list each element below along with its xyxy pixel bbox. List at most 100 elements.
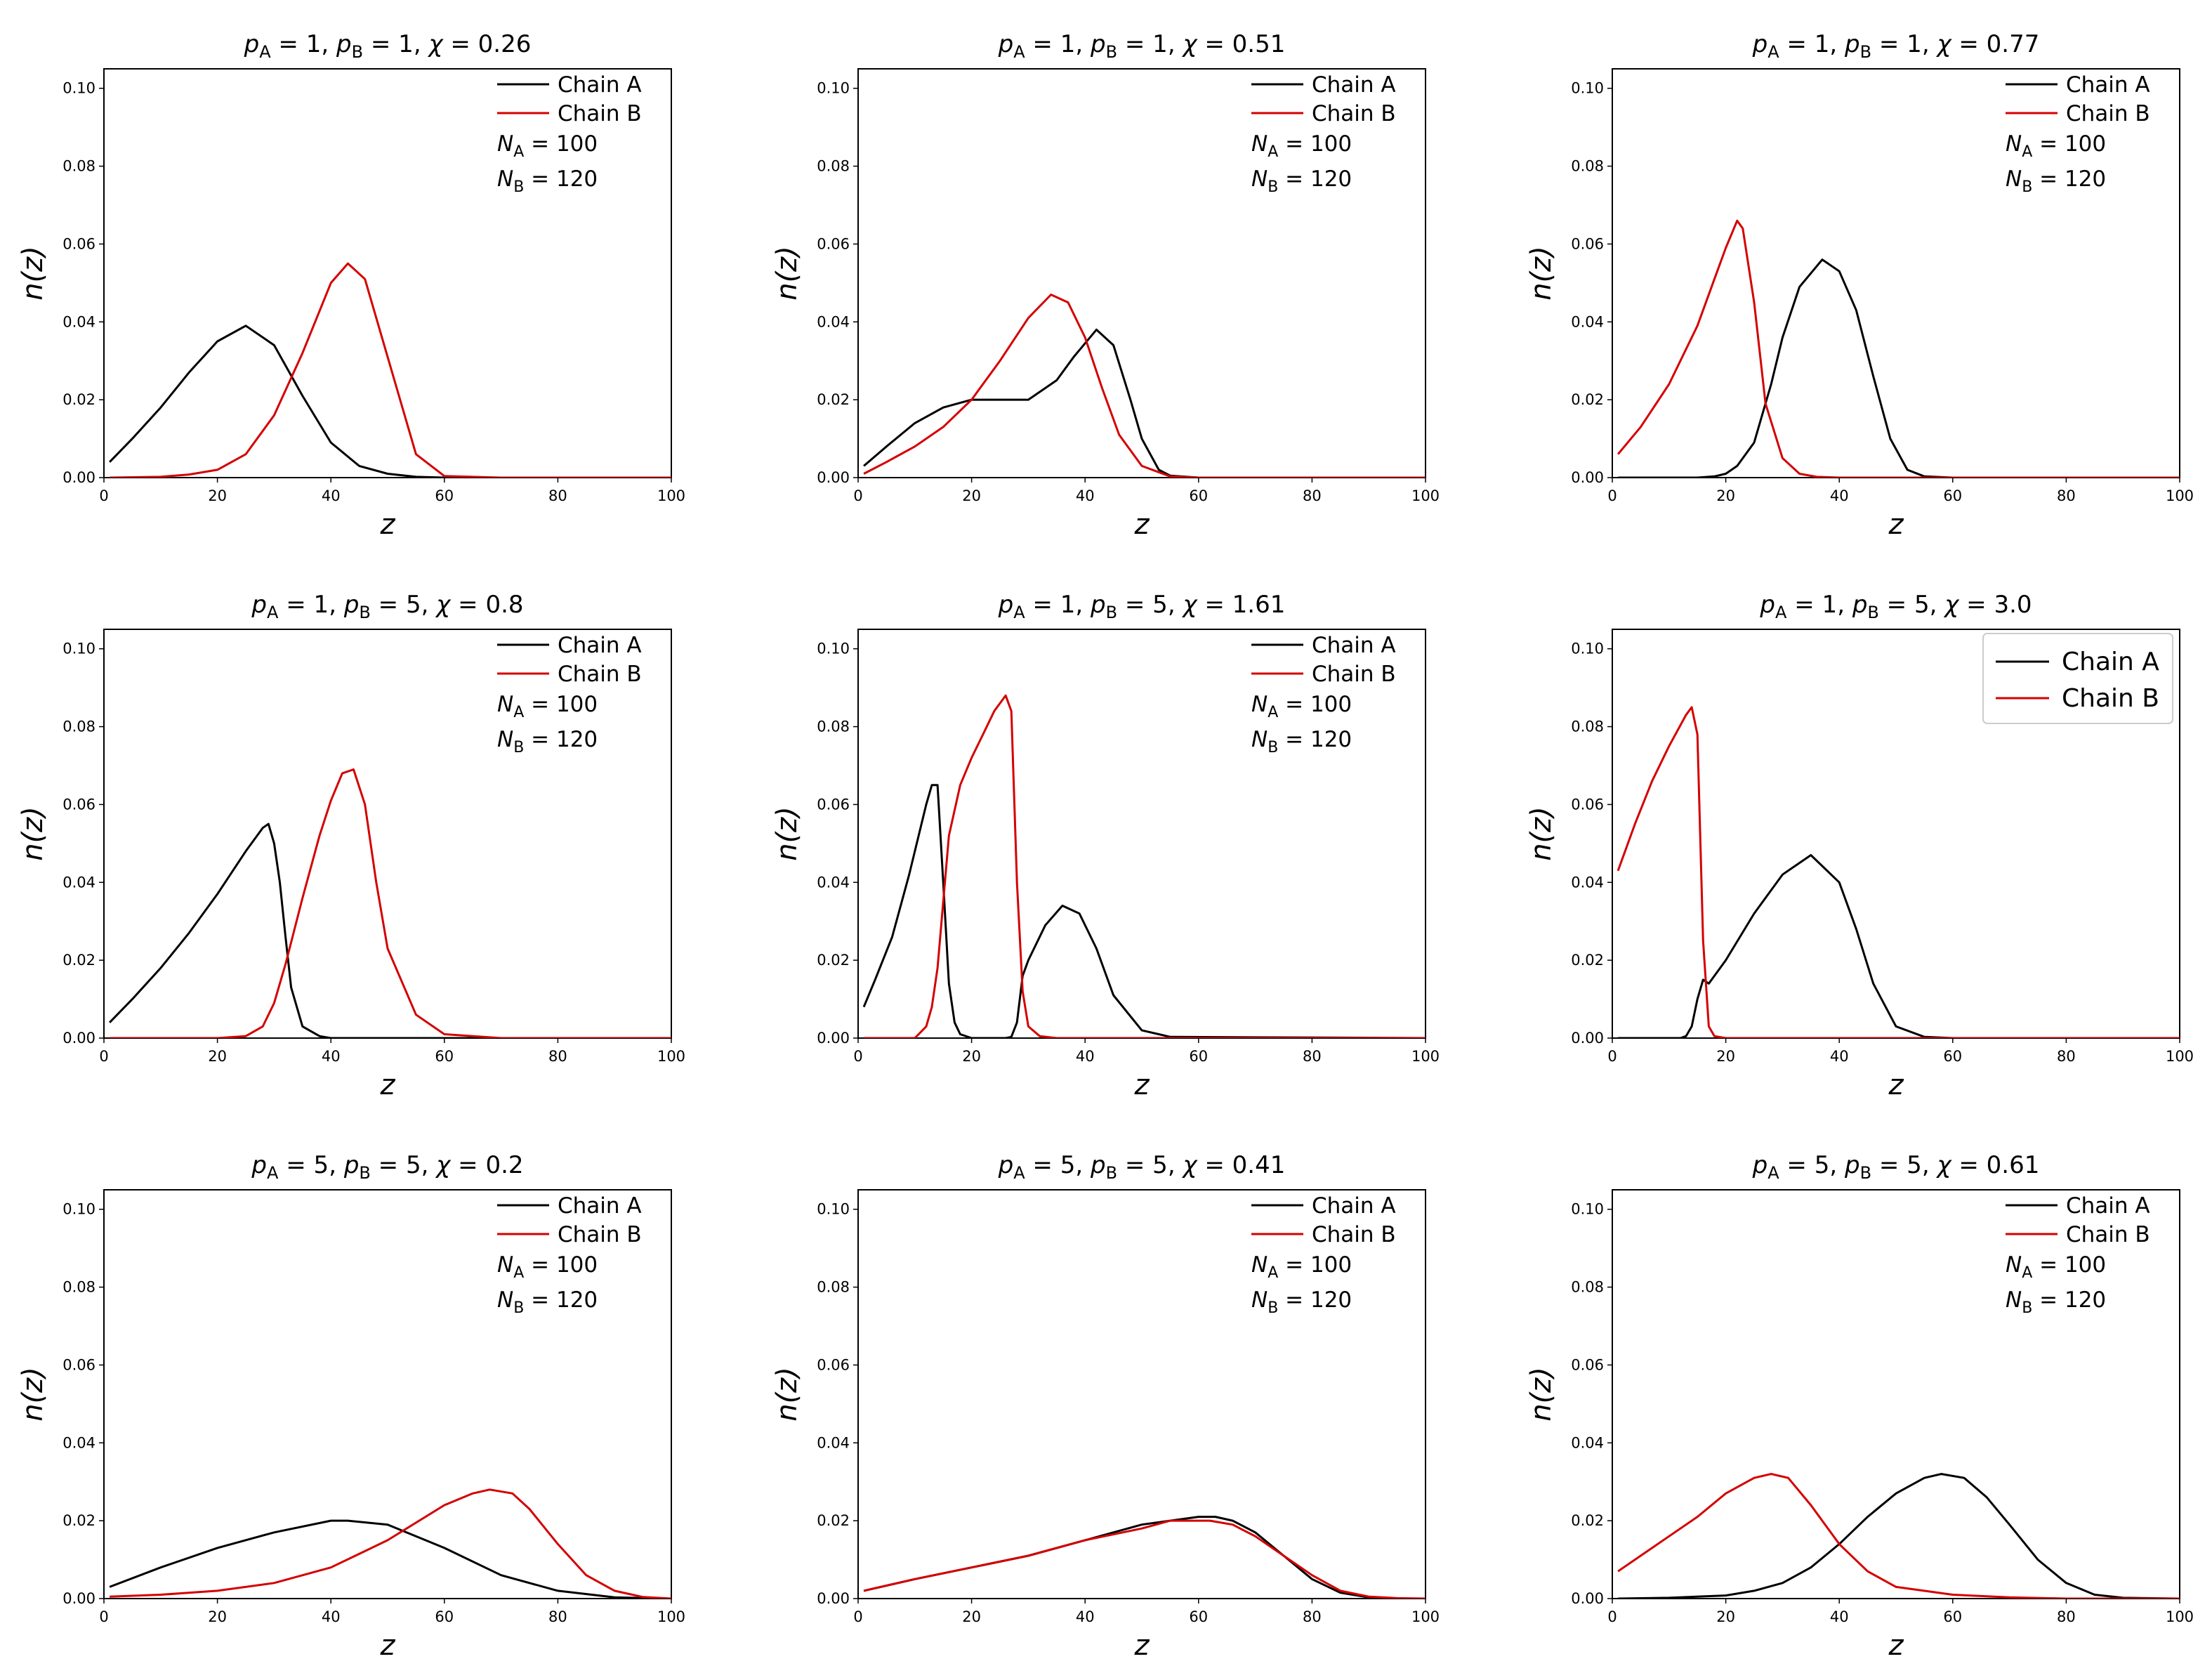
y-tick-label: 0.04 <box>62 874 96 891</box>
x-tick-label: 100 <box>657 1608 685 1625</box>
x-axis-label: z <box>1888 509 1904 541</box>
legend-label-chain-b: Chain B <box>558 662 642 687</box>
y-tick-label: 0.00 <box>62 1030 96 1047</box>
title-chi-value: 3.0 <box>1994 591 2032 619</box>
x-tick-label: 20 <box>1716 1048 1735 1065</box>
y-tick-label: 0.02 <box>62 1512 96 1529</box>
annotation-nb: NB = 120 <box>2006 1287 2106 1317</box>
x-axis-label: z <box>1888 1069 1904 1101</box>
y-tick-label: 0.04 <box>62 1434 96 1451</box>
y-tick-label: 0.04 <box>1571 313 1604 330</box>
x-tick-label: 100 <box>2166 487 2194 504</box>
x-tick-label: 100 <box>657 487 685 504</box>
x-tick-label: 40 <box>1076 1608 1095 1625</box>
legend: Chain A Chain B NA = 100 NB = 120 <box>1251 633 1396 756</box>
y-tick-label: 0.08 <box>1571 1279 1604 1296</box>
title-pb-value: 5 <box>1152 1151 1168 1179</box>
annotation-na: NA = 100 <box>1251 692 1352 721</box>
title-pb-value: 5 <box>406 591 421 619</box>
title-chi-value: 0.51 <box>1232 30 1286 58</box>
x-tick-label: 20 <box>208 1608 227 1625</box>
annotation-nb: NB = 120 <box>497 166 598 196</box>
x-tick-label: 20 <box>962 1608 981 1625</box>
series-chain-a-line <box>1618 258 2180 478</box>
legend: Chain A Chain B NA = 100 NB = 120 <box>2006 1193 2150 1317</box>
annotation-na: NA = 100 <box>1251 131 1352 161</box>
y-tick-label: 0.02 <box>817 1512 850 1529</box>
title-pa-value: 5 <box>1060 1151 1076 1179</box>
x-tick-label: 0 <box>853 1048 862 1065</box>
y-tick-label: 0.00 <box>817 1590 850 1607</box>
y-tick-label: 0.02 <box>817 391 850 408</box>
legend: Chain A Chain B NA = 100 NB = 120 <box>2006 72 2150 196</box>
y-tick-label: 0.10 <box>62 80 96 97</box>
annotation-na: NA = 100 <box>497 1252 598 1282</box>
legend-label-chain-b: Chain B <box>2066 101 2150 126</box>
x-tick-label: 0 <box>99 1048 108 1065</box>
y-tick-label: 0.08 <box>1571 158 1604 175</box>
y-tick-label: 0.00 <box>62 469 96 486</box>
subplot-7: pA = 5, pB = 5, χ = 0.2 0 20 40 60 80 100 0.00 0… <box>17 1151 685 1662</box>
x-tick-label: 80 <box>2057 1048 2076 1065</box>
y-tick-label: 0.06 <box>817 1356 850 1373</box>
title-chi-value: 0.26 <box>478 30 532 58</box>
series-chain-b-line <box>110 1488 671 1599</box>
x-tick-label: 100 <box>657 1048 685 1065</box>
x-tick-label: 100 <box>2166 1608 2194 1625</box>
series-chain-a-line <box>109 1519 671 1599</box>
y-tick-label: 0.06 <box>62 235 96 252</box>
series-chain-a-line <box>1618 1473 2180 1599</box>
x-axis-label: z <box>1134 1069 1150 1101</box>
y-tick-label: 0.06 <box>817 235 850 252</box>
subplot-title: pA = 5, pB = 5, χ = 0.61 <box>1752 1151 2040 1183</box>
annotation-na: NA = 100 <box>497 692 598 721</box>
y-axis-label: n(z) <box>1525 1367 1558 1422</box>
title-pb-value: 1 <box>1152 30 1168 58</box>
y-tick-label: 0.08 <box>62 158 96 175</box>
x-tick-label: 100 <box>1411 1048 1440 1065</box>
legend-label-chain-a: Chain A <box>558 1193 642 1219</box>
x-axis-label: z <box>1888 1629 1904 1662</box>
subplot-title: pA = 1, pB = 1, χ = 0.26 <box>244 30 532 62</box>
x-tick-label: 100 <box>1411 487 1440 504</box>
y-tick-label: 0.10 <box>817 80 850 97</box>
y-tick-label: 0.02 <box>1571 391 1604 408</box>
title-chi-value: 0.61 <box>1987 1151 2040 1179</box>
x-tick-label: 0 <box>99 487 108 504</box>
series-chain-a-line <box>862 784 1426 1038</box>
y-axis-label: n(z) <box>771 806 803 861</box>
y-tick-label: 0.10 <box>1571 80 1604 97</box>
title-chi-value: 0.41 <box>1232 1151 1286 1179</box>
legend-label-chain-a: Chain A <box>2062 648 2159 676</box>
y-axis-label: n(z) <box>17 1367 49 1422</box>
y-tick-label: 0.00 <box>1571 469 1604 486</box>
x-axis-label: z <box>1134 509 1150 541</box>
title-pb-value: 5 <box>406 1151 421 1179</box>
title-pb-value: 5 <box>1907 1151 1922 1179</box>
legend: Chain A Chain B NA = 100 NB = 120 <box>497 633 642 756</box>
x-tick-label: 20 <box>962 487 981 504</box>
x-axis-label: z <box>380 1629 396 1662</box>
legend: Chain A Chain B NA = 100 NB = 120 <box>497 72 642 196</box>
x-tick-label: 40 <box>1830 1048 1849 1065</box>
subplot-2: pA = 1, pB = 1, χ = 0.51 0 20 40 60 80 100 0.00… <box>771 30 1440 541</box>
legend: Chain A Chain B NA = 100 NB = 120 <box>497 1193 642 1317</box>
x-tick-label: 80 <box>548 1048 567 1065</box>
series-chain-a-line <box>1618 854 2180 1038</box>
title-pa-value: 1 <box>1815 30 1830 58</box>
y-tick-label: 0.10 <box>62 641 96 657</box>
subplot-title: pA = 1, pB = 5, χ = 1.61 <box>998 591 1286 622</box>
series-chain-b-line <box>1617 1473 2180 1599</box>
subplot-title: pA = 1, pB = 1, χ = 0.51 <box>998 30 1286 62</box>
legend-box <box>1982 633 2173 724</box>
x-tick-label: 60 <box>1943 1608 1962 1625</box>
y-tick-label: 0.08 <box>62 719 96 735</box>
series-chain-a-line <box>109 822 671 1038</box>
x-tick-label: 80 <box>1303 1048 1322 1065</box>
plot-frame <box>103 629 672 1039</box>
subplot-4: pA = 1, pB = 5, χ = 0.8 0 20 40 60 80 100 0.00 0… <box>17 591 685 1101</box>
annotation-nb: NB = 120 <box>1251 1287 1352 1317</box>
legend-label-chain-a: Chain A <box>1312 72 1396 98</box>
subplot-5: pA = 1, pB = 5, χ = 1.61 0 20 40 60 80 100 0.00… <box>771 591 1440 1101</box>
y-tick-label: 0.00 <box>817 1030 850 1047</box>
